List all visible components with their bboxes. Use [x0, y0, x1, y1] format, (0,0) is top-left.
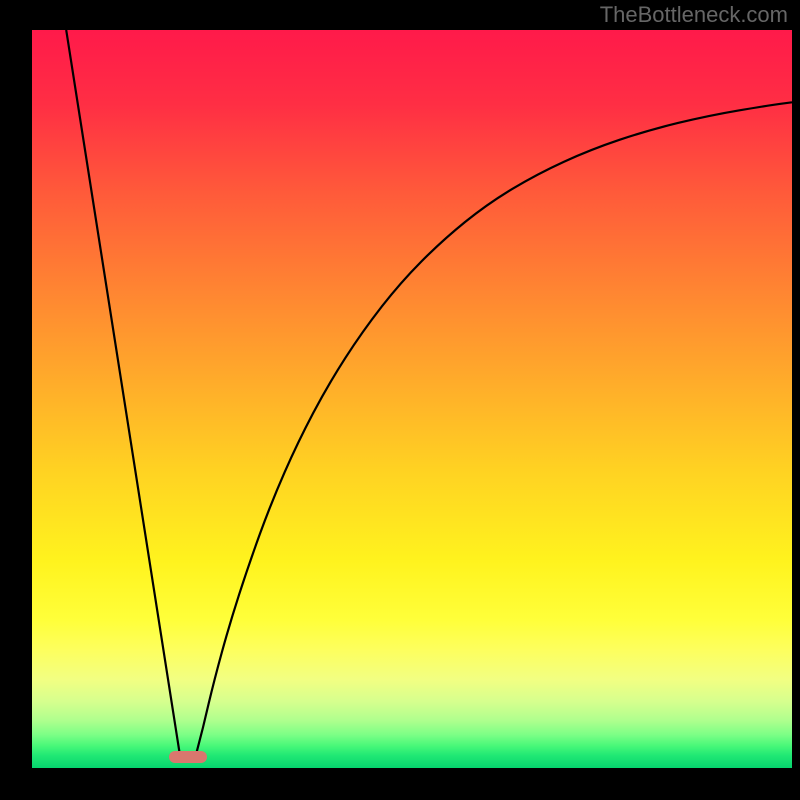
plot-area [32, 30, 792, 768]
bottleneck-curve [32, 30, 792, 768]
chart-root: TheBottleneck.com [0, 0, 800, 800]
watermark-label: TheBottleneck.com [600, 2, 788, 28]
frame-border-bottom [0, 768, 800, 800]
optimal-range-marker [169, 751, 207, 763]
frame-border-left [0, 0, 32, 800]
curve-path [66, 30, 792, 757]
frame-border-right [792, 0, 800, 800]
